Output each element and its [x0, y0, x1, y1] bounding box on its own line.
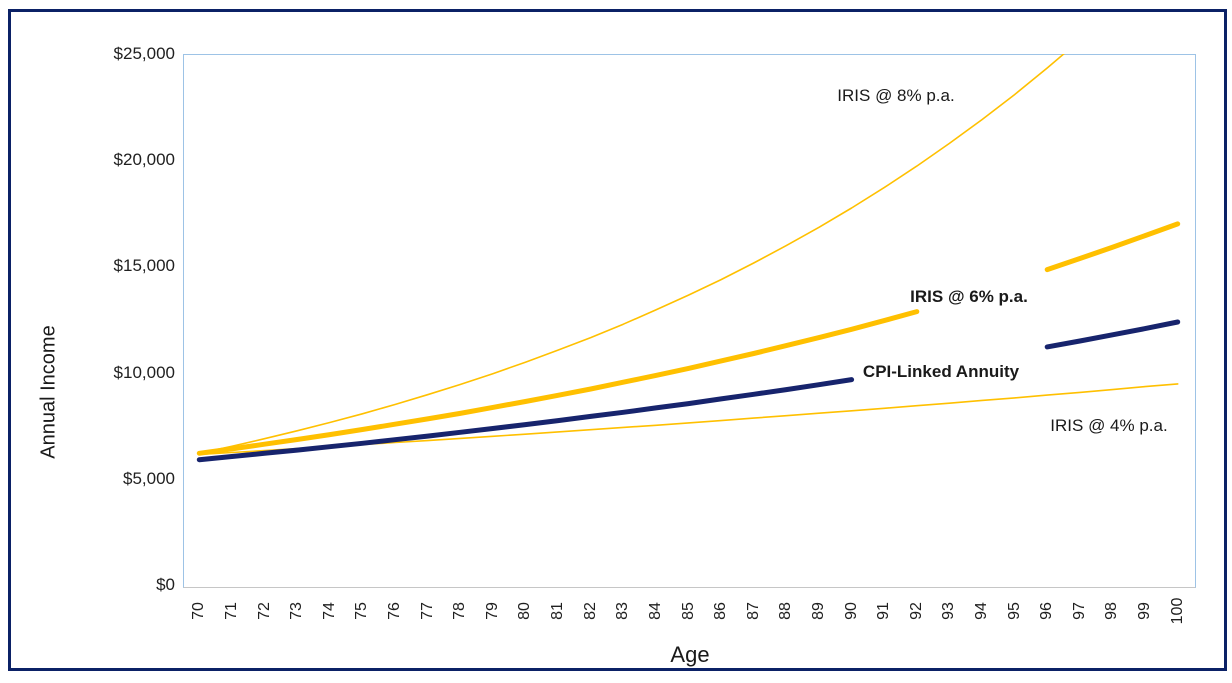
- x-tick-label: 99: [1136, 602, 1154, 620]
- y-tick-label: $15,000: [113, 256, 175, 276]
- x-tick-label: 71: [222, 602, 240, 620]
- x-tick-label: 92: [907, 602, 925, 620]
- series-line: [198, 54, 1065, 455]
- x-tick-label: 84: [646, 602, 664, 620]
- x-tick-label: 70: [190, 602, 208, 620]
- x-tick-label: 75: [353, 602, 371, 620]
- x-tick-label: 97: [1070, 602, 1088, 620]
- y-axis-title: Annual Income: [37, 325, 60, 459]
- x-axis-title: Age: [670, 642, 710, 667]
- x-tick-label: 96: [1038, 602, 1056, 620]
- series-label-iris-6pct: IRIS @ 6% p.a.: [910, 287, 1028, 306]
- x-tick-label: 82: [581, 602, 599, 620]
- series-label-cpi-annuity: CPI-Linked Annuity: [862, 362, 1020, 381]
- x-tick-label: 74: [320, 602, 338, 620]
- x-tick-label: 91: [875, 602, 893, 620]
- series-line: [196, 377, 855, 463]
- x-tick-label: 85: [679, 602, 697, 620]
- x-tick-label: 94: [973, 602, 991, 620]
- series-label-iris-4pct: IRIS @ 4% p.a.: [1050, 416, 1168, 435]
- x-tick-label: 72: [255, 602, 273, 620]
- x-tick-label: 89: [809, 602, 827, 620]
- y-tick-label: $25,000: [113, 44, 175, 63]
- x-tick-label: 87: [744, 602, 762, 620]
- series-label-iris-8pct: IRIS @ 8% p.a.: [837, 86, 955, 105]
- x-tick-label: 78: [451, 602, 469, 620]
- x-tick-label: 98: [1103, 602, 1121, 620]
- x-tick-label: 77: [418, 602, 436, 620]
- x-tick-label: 88: [777, 602, 795, 620]
- x-tick-label: 90: [842, 602, 860, 620]
- x-tick-label: 73: [288, 602, 306, 620]
- y-tick-label: $10,000: [113, 362, 175, 382]
- y-tick-label: $0: [156, 575, 175, 594]
- series-line: [1044, 221, 1181, 273]
- series-line: [196, 309, 920, 456]
- plot-area: [183, 54, 1196, 588]
- x-tick-label: 95: [1005, 602, 1023, 620]
- y-tick-label: $20,000: [113, 150, 175, 170]
- x-tick-label: 86: [712, 602, 730, 620]
- x-tick-label: 100: [1168, 597, 1186, 625]
- x-tick-label: 79: [483, 602, 501, 620]
- x-tick-label: 83: [614, 602, 632, 620]
- x-tick-label: 76: [385, 602, 403, 620]
- x-tick-label: 80: [516, 602, 534, 620]
- x-tick-label: 93: [940, 602, 958, 620]
- x-tick-label: 81: [549, 602, 567, 620]
- series-line: [1044, 319, 1181, 350]
- y-tick-label: $5,000: [123, 468, 175, 488]
